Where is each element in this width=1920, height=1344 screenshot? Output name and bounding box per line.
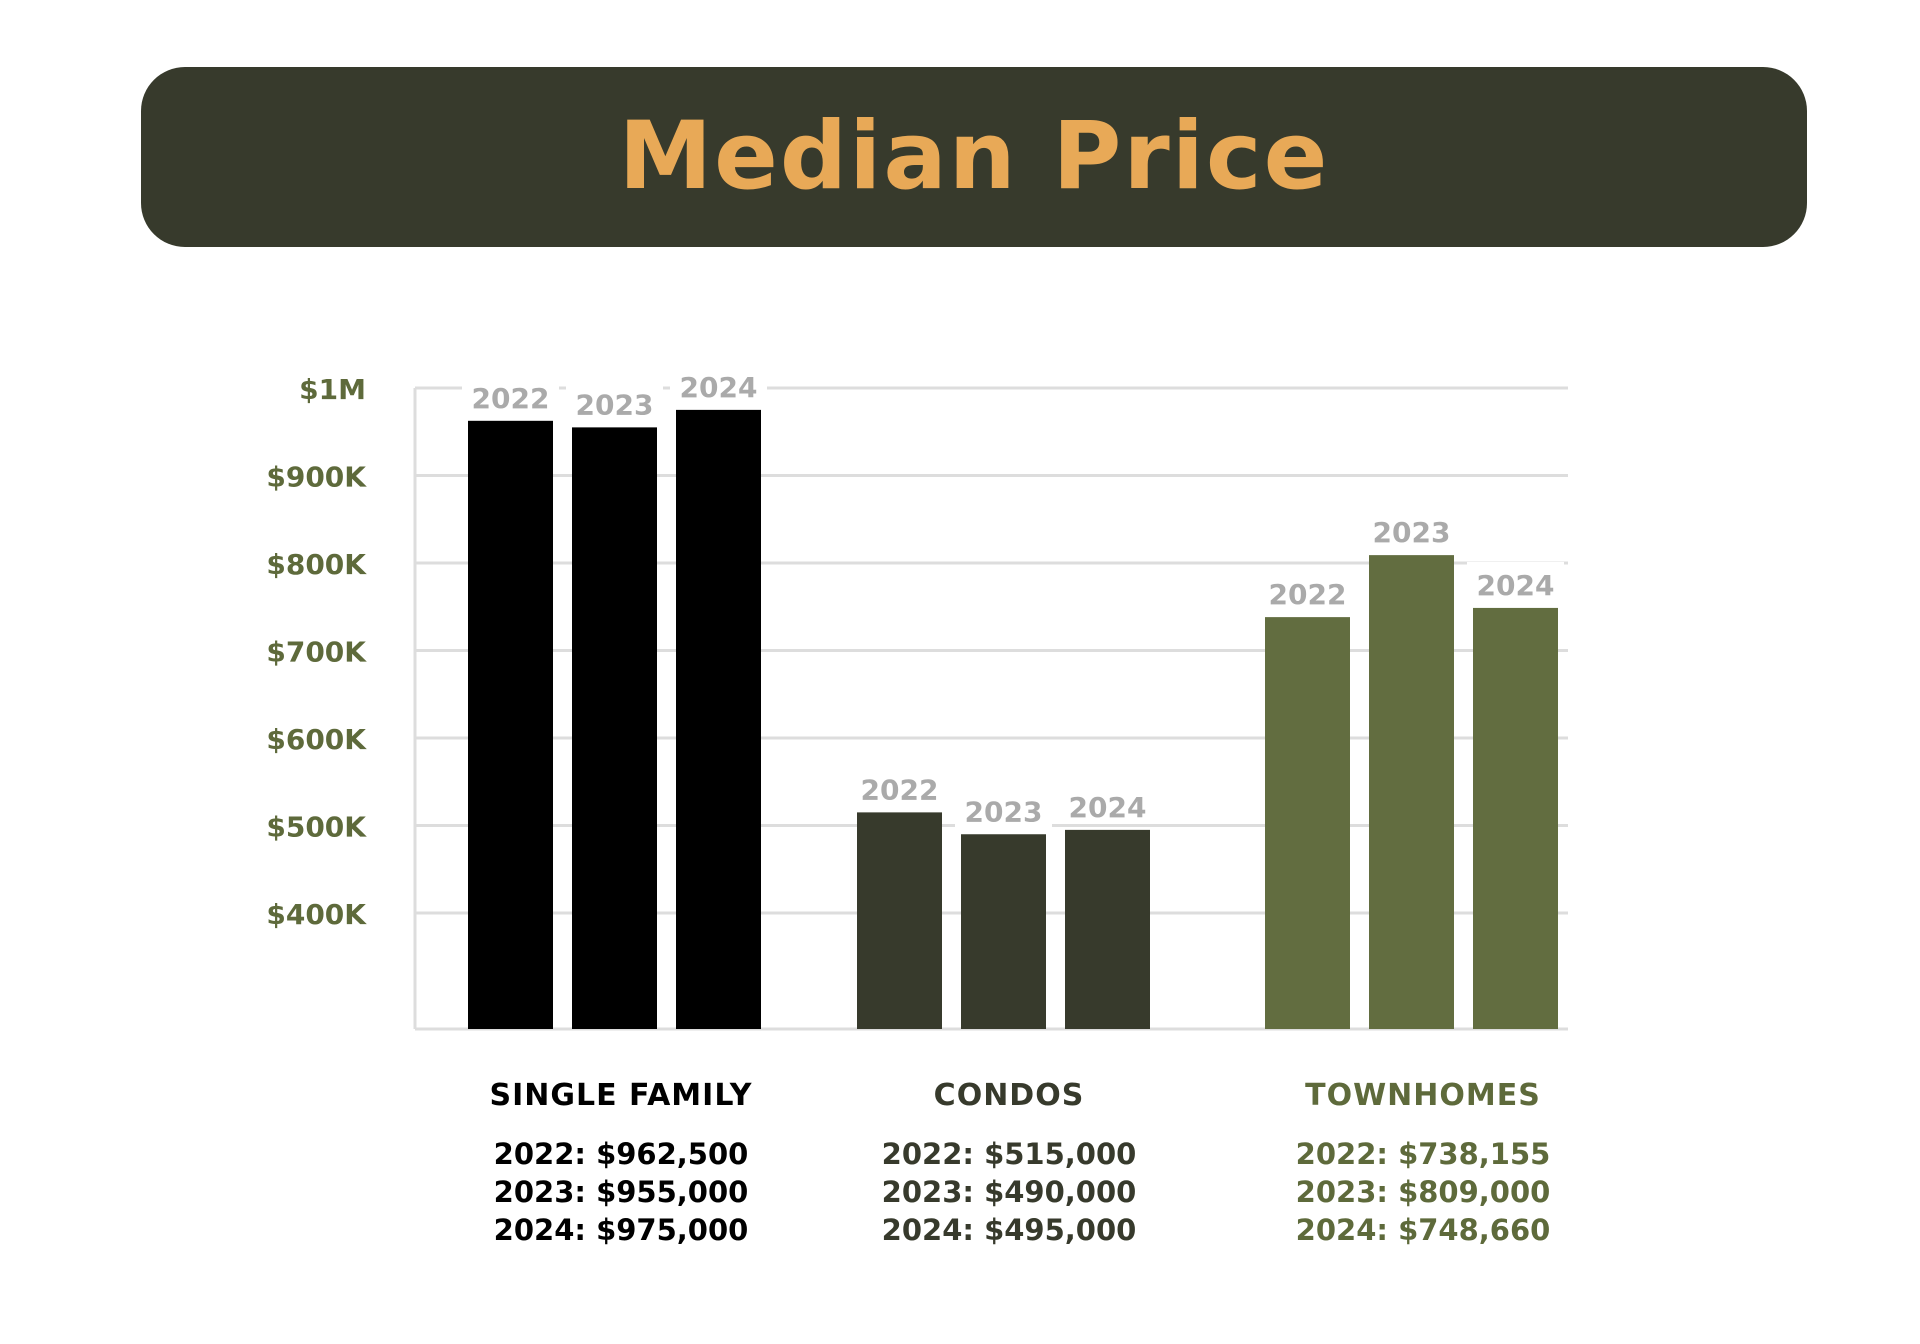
chart-title: Median Price [618, 102, 1330, 211]
y-tick-label: $500K [266, 811, 367, 844]
value-line: 2023: $809,000 [1295, 1175, 1551, 1209]
bar-label-bg [462, 374, 559, 415]
category-label: CONDOS [933, 1078, 1085, 1113]
y-tick-label: $1M [299, 373, 366, 406]
value-line: 2023: $490,000 [881, 1175, 1137, 1209]
y-tick-label: $800K [266, 548, 367, 581]
bar-year-label: 2024 [680, 371, 758, 404]
bar [1265, 617, 1350, 1029]
value-line: 2022: $738,155 [1295, 1137, 1551, 1171]
bar [857, 812, 942, 1029]
bar [572, 427, 657, 1029]
bar-label-bg [566, 381, 663, 422]
y-tick-label: $400K [266, 898, 367, 931]
bar-label-bg [1059, 783, 1156, 824]
value-line: 2022: $962,500 [493, 1137, 749, 1171]
y-tick-label: $700K [266, 636, 367, 669]
summary-condos: CONDOS 2022: $515,000 2023: $490,000 202… [829, 1078, 1189, 1249]
bar [676, 409, 761, 1029]
bar-year-label: 2022 [861, 773, 939, 806]
value-line: 2022: $515,000 [881, 1137, 1137, 1171]
value-line: 2024: $748,660 [1295, 1213, 1551, 1247]
bar-year-label: 2023 [1373, 516, 1451, 549]
bar-year-label: 2024 [1477, 569, 1555, 602]
summary-townhomes: TOWNHOMES 2022: $738,155 2023: $809,000 … [1243, 1078, 1603, 1249]
bar-year-label: 2024 [1069, 791, 1147, 824]
y-tick-label: $900K [266, 461, 367, 494]
bar [961, 834, 1046, 1029]
category-label: SINGLE FAMILY [489, 1078, 753, 1113]
bar-label-bg [851, 766, 948, 807]
bar [1473, 607, 1558, 1029]
bar-label-bg [1363, 509, 1460, 550]
value-line: 2023: $955,000 [493, 1175, 749, 1209]
bar-label-bg [955, 788, 1052, 829]
summary-single-family: SINGLE FAMILY 2022: $962,500 2023: $955,… [441, 1078, 801, 1249]
bar [1369, 555, 1454, 1029]
bar-year-label: 2022 [472, 382, 550, 415]
value-line: 2024: $975,000 [493, 1213, 749, 1247]
bar-year-label: 2023 [965, 795, 1043, 828]
bar [1065, 829, 1150, 1029]
bar [468, 420, 553, 1029]
bar-year-label: 2023 [576, 388, 654, 421]
bar-label-bg [1467, 561, 1564, 602]
bar-year-label: 2022 [1269, 578, 1347, 611]
value-line: 2024: $495,000 [881, 1213, 1137, 1247]
bar-label-bg [1259, 571, 1356, 612]
title-banner: Median Price [141, 67, 1807, 247]
bar-label-bg [670, 363, 767, 404]
category-label: TOWNHOMES [1305, 1078, 1541, 1113]
y-tick-label: $600K [266, 723, 367, 756]
